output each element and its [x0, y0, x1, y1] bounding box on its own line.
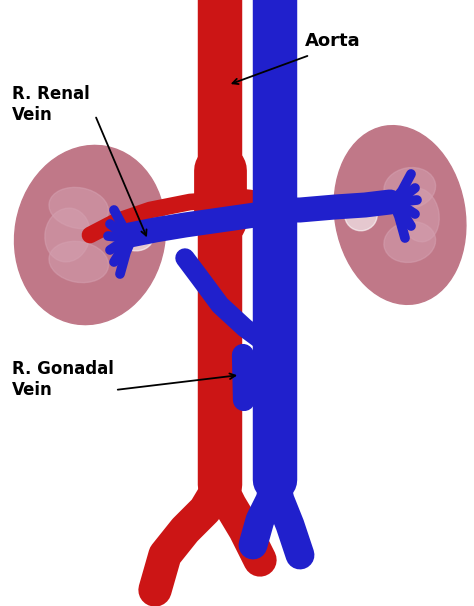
Ellipse shape: [49, 187, 109, 228]
Ellipse shape: [400, 188, 439, 242]
Text: R. Renal
Vein: R. Renal Vein: [12, 85, 90, 124]
Ellipse shape: [49, 241, 109, 282]
Ellipse shape: [15, 145, 165, 325]
Ellipse shape: [334, 125, 466, 304]
Ellipse shape: [384, 167, 436, 208]
Ellipse shape: [116, 219, 154, 251]
Ellipse shape: [345, 199, 377, 231]
Text: Aorta: Aorta: [305, 32, 361, 50]
Ellipse shape: [45, 208, 90, 262]
Text: R. Gonadal
Vein: R. Gonadal Vein: [12, 360, 114, 399]
Ellipse shape: [384, 222, 436, 262]
